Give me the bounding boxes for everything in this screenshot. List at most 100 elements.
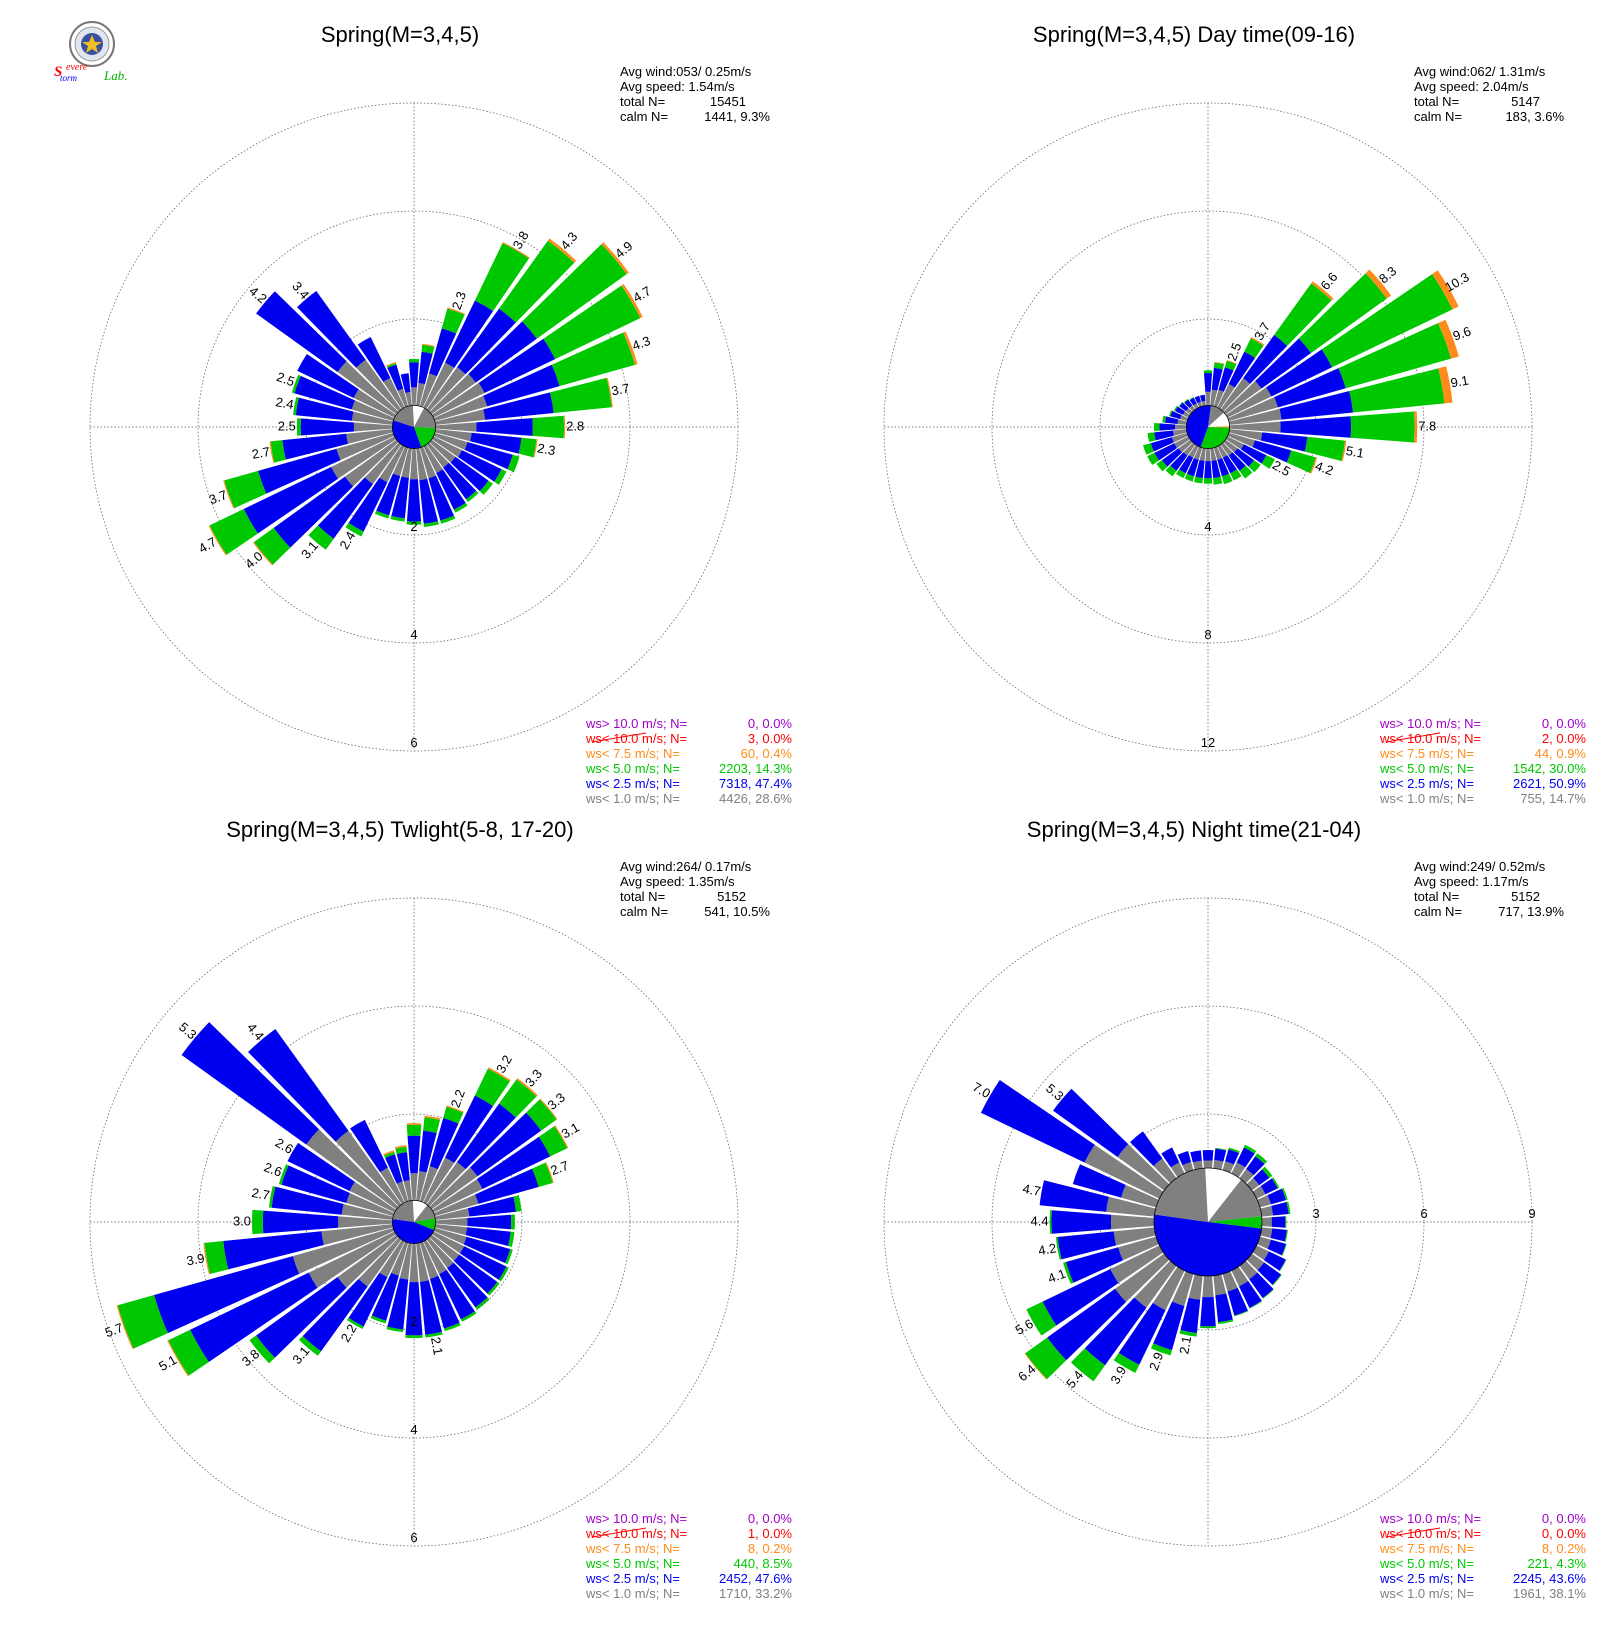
bar-segment <box>538 1126 568 1157</box>
bar-segment <box>364 442 402 485</box>
chart-title: Spring(M=3,4,5) Day time(09-16) <box>1033 22 1355 47</box>
bar-segment <box>467 1196 517 1217</box>
bar-segment <box>1173 405 1178 412</box>
bar-segment <box>391 1241 409 1276</box>
legend-value: 8, 0.2% <box>1542 1541 1587 1556</box>
bar-segment <box>422 343 435 347</box>
bar-segment <box>423 1117 441 1134</box>
bar-segment <box>416 1242 429 1282</box>
legend-label: ws> 10.0 m/s; N= <box>585 716 687 731</box>
bar-segment <box>1193 446 1203 460</box>
calm-slice <box>412 405 425 427</box>
bar-value-label: 2.8 <box>566 418 584 433</box>
calm-slice <box>414 1204 436 1222</box>
bars <box>1143 269 1459 485</box>
bar-segment <box>1057 1231 1117 1260</box>
bar-segment <box>406 479 422 522</box>
calm-pie <box>391 1200 436 1245</box>
bar-segment <box>1214 1148 1227 1162</box>
bar-segment <box>1236 1147 1255 1168</box>
bar-segment <box>1179 1330 1197 1337</box>
bar-segment <box>249 1335 275 1364</box>
bar-segment <box>278 1164 289 1185</box>
calm-outline <box>1153 1167 1263 1277</box>
bar-segment <box>383 1150 395 1156</box>
bar-segment <box>1285 1216 1287 1228</box>
bar-segment <box>297 291 366 368</box>
bar-segment <box>1070 1348 1106 1382</box>
ring-label: 2 <box>410 519 417 534</box>
bar-segment <box>465 1227 511 1247</box>
bar-segment <box>223 480 235 509</box>
bar-segment <box>429 1275 460 1329</box>
bar-segment <box>1218 1319 1234 1325</box>
bar-segment <box>353 422 393 432</box>
bar-segment <box>543 285 641 360</box>
bar-segment <box>1246 1253 1265 1271</box>
bar-value-label: 2.9 <box>1146 1350 1166 1372</box>
bar-segment <box>428 475 454 521</box>
bar-segment <box>1199 447 1206 461</box>
bar-segment <box>508 1231 515 1247</box>
bar-segment <box>252 1209 264 1235</box>
bar-segment <box>1178 401 1183 407</box>
bar-value-label: 3.7 <box>207 487 229 507</box>
legend-value: 2621, 50.9% <box>1513 776 1586 791</box>
bar-segment <box>351 400 395 422</box>
bar-segment <box>344 439 399 487</box>
bar-segment <box>1257 1262 1282 1285</box>
calm-slice <box>1154 1214 1262 1276</box>
windrose-panel: Spring(M=3,4,5) Night time(21-04) 3 6 9 2.1 2… <box>883 817 1587 1601</box>
bar-segment <box>308 1231 397 1288</box>
bar-segment <box>435 1217 468 1227</box>
bar-segment <box>1298 273 1387 353</box>
calm-slice <box>1208 1216 1262 1229</box>
bar-segment <box>439 1269 475 1320</box>
bars <box>116 1022 569 1377</box>
bar-segment <box>445 1095 494 1163</box>
bar-segment <box>1195 460 1205 479</box>
bar-segment <box>1215 1293 1233 1323</box>
bar-segment <box>547 238 577 263</box>
legend-value: 60, 0.4% <box>741 746 793 761</box>
svg-text:torm: torm <box>60 73 78 83</box>
bar-segment <box>1147 452 1159 466</box>
bar-segment <box>1338 323 1452 389</box>
bar-segment <box>1189 397 1194 401</box>
calm-slice <box>1208 405 1225 427</box>
bar-segment <box>1238 1280 1262 1308</box>
bar-segment <box>1260 1227 1273 1238</box>
bar-segment <box>1272 1274 1282 1286</box>
bar-segment <box>433 432 468 450</box>
bar-segment <box>379 1239 405 1278</box>
bar-segment <box>1284 1229 1288 1242</box>
calm-value: 1441, 9.3% <box>704 109 770 124</box>
bar-segment <box>317 477 373 539</box>
bar-segment <box>419 446 436 479</box>
svg-text:S: S <box>54 64 62 80</box>
chart-title: Spring(M=3,4,5) Night time(21-04) <box>1027 817 1361 842</box>
calm-slice <box>1208 412 1230 427</box>
calm-value: 541, 10.5% <box>704 904 770 919</box>
calm-value: 183, 3.6% <box>1505 109 1564 124</box>
bar-segment <box>1220 378 1251 412</box>
bar-segment <box>487 1281 500 1296</box>
bar-segment <box>431 436 463 458</box>
calm-pie <box>1153 1167 1263 1277</box>
legend-value: 1, 0.0% <box>748 1526 793 1541</box>
bar-segment <box>269 441 275 463</box>
bar-segment <box>1261 1217 1272 1227</box>
legend-label: ws< 7.5 m/s; N= <box>585 1541 680 1556</box>
bar-segment <box>1304 436 1346 462</box>
bar-segment <box>390 515 405 522</box>
bar-value-label: 2.4 <box>274 394 294 412</box>
bar-segment <box>1186 458 1199 477</box>
bar-value-label: 2.5 <box>1224 341 1244 363</box>
bar-segment <box>1226 359 1237 365</box>
bar-segment <box>1024 1353 1047 1380</box>
bar-segment <box>1117 1144 1170 1191</box>
bar-segment <box>1049 1210 1052 1234</box>
bar-segment <box>476 1136 551 1190</box>
ring-label: 4 <box>1204 519 1211 534</box>
